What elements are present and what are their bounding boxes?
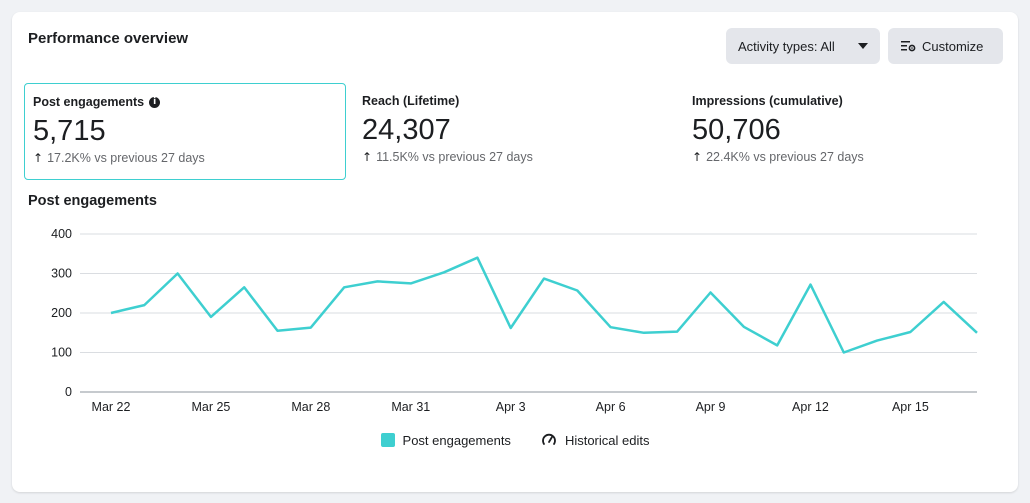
metric-value: 24,307 — [362, 114, 451, 146]
data-point[interactable] — [738, 321, 750, 333]
metric-value: 5,715 — [33, 115, 106, 147]
legend-item-post-engagements[interactable]: Post engagements — [380, 432, 511, 448]
data-point[interactable] — [671, 326, 683, 338]
x-tick-label: Apr 3 — [496, 400, 526, 414]
customize-label: Customize — [922, 38, 984, 54]
x-tick-label: Apr 6 — [596, 400, 626, 414]
activity-types-dropdown[interactable]: Activity types: All — [726, 28, 880, 64]
data-point[interactable] — [405, 277, 417, 289]
y-tick-label: 400 — [51, 227, 72, 241]
data-point[interactable] — [938, 296, 950, 308]
y-tick-label: 300 — [51, 267, 72, 281]
caret-down-icon — [858, 43, 868, 49]
legend-item-historical-edits[interactable]: Historical edits — [541, 432, 650, 448]
data-point[interactable] — [971, 327, 983, 339]
data-point[interactable] — [838, 347, 850, 359]
metric-label: Reach (Lifetime) — [362, 94, 460, 108]
x-tick-label: Apr 12 — [792, 400, 829, 414]
metric-label: Impressions (cumulative) — [692, 94, 843, 108]
arrow-up-icon: ↑ — [692, 150, 703, 164]
legend-label: Historical edits — [564, 432, 650, 448]
series-line-post-engagements[interactable] — [110, 256, 978, 354]
x-tick-label: Mar 28 — [291, 400, 330, 414]
info-icon[interactable]: i — [149, 96, 161, 108]
data-point[interactable] — [605, 321, 617, 333]
data-point[interactable] — [338, 281, 350, 293]
y-tick-label: 100 — [51, 346, 72, 360]
x-tick-label: Apr 9 — [696, 400, 726, 414]
metric-impressions[interactable]: Impressions (cumulative) 50,706 ↑ 22.4K%… — [684, 83, 1006, 180]
x-tick-label: Apr 15 — [892, 400, 929, 414]
activity-types-label: Activity types: All — [738, 38, 835, 54]
data-point[interactable] — [305, 322, 317, 334]
customize-button[interactable]: Customize — [888, 28, 1003, 64]
metric-change: 11.5K% vs previous 27 days — [376, 150, 533, 164]
metric-post-engagements[interactable]: Post engagements i 5,715 ↑ 17.2K% vs pre… — [24, 83, 346, 180]
data-point[interactable] — [705, 286, 717, 298]
metric-value: 50,706 — [692, 114, 781, 146]
chart-title: Post engagements — [28, 193, 157, 209]
chart-legend: Post engagements Historical edits — [12, 432, 1018, 448]
x-tick-label: Mar 31 — [391, 400, 430, 414]
data-point[interactable] — [205, 311, 217, 323]
data-point[interactable] — [172, 268, 184, 280]
data-point[interactable] — [804, 279, 816, 291]
legend-swatch — [380, 433, 395, 447]
gauge-icon — [542, 433, 556, 445]
metric-label: Post engagements — [33, 95, 145, 109]
data-point[interactable] — [105, 307, 117, 319]
data-point[interactable] — [371, 275, 383, 287]
data-point[interactable] — [505, 322, 517, 334]
legend-label: Post engagements — [402, 432, 511, 448]
card-title: Performance overview — [28, 30, 189, 47]
y-tick-label: 200 — [51, 306, 72, 320]
data-point[interactable] — [571, 284, 583, 296]
data-point[interactable] — [238, 281, 250, 293]
data-point[interactable] — [438, 266, 450, 278]
data-point[interactable] — [272, 325, 284, 337]
data-point[interactable] — [871, 335, 883, 347]
metric-reach[interactable]: Reach (Lifetime) 24,307 ↑ 11.5K% vs prev… — [354, 83, 676, 180]
data-point[interactable] — [904, 326, 916, 338]
performance-overview-card: Performance overview Activity types: All… — [12, 12, 1018, 492]
y-tick-label: 0 — [65, 385, 72, 399]
data-point[interactable] — [771, 339, 783, 351]
data-point[interactable] — [538, 273, 550, 285]
data-point[interactable] — [638, 327, 650, 339]
post-engagements-chart: 0 100 200 300 400 Mar 22 Mar 25 Mar 28 Mar 31 Apr… — [51, 227, 983, 414]
arrow-up-icon: ↑ — [362, 150, 373, 164]
data-point[interactable] — [471, 252, 483, 264]
data-point[interactable] — [138, 299, 150, 311]
x-tick-label: Mar 25 — [191, 400, 230, 414]
x-tick-label: Mar 22 — [92, 400, 131, 414]
metric-change: 22.4K% vs previous 27 days — [706, 150, 864, 164]
customize-icon — [901, 41, 916, 52]
arrow-up-icon: ↑ — [33, 151, 44, 165]
metric-change: 17.2K% vs previous 27 days — [47, 151, 205, 165]
